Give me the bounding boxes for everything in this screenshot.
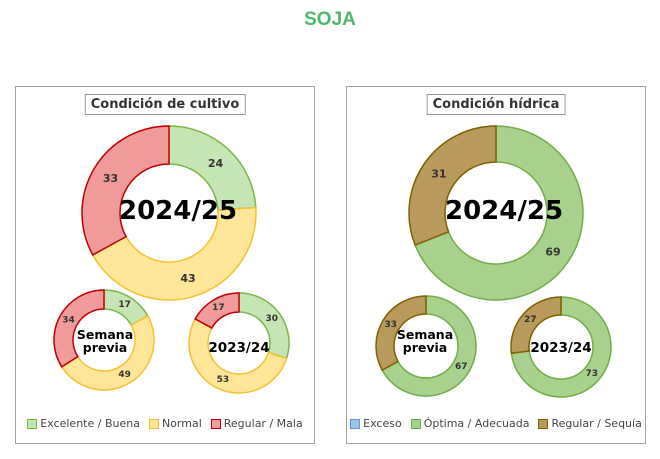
slice-value-label: 30 — [265, 314, 278, 324]
legend: Excelente / Buena Normal Regular / Mala — [16, 417, 314, 430]
legend: Exceso Óptima / Adecuada Regular / Sequí… — [347, 417, 645, 430]
donut-slice — [510, 296, 562, 355]
donut-slice — [194, 292, 240, 330]
ring-label-previous-week: Semana previa — [390, 328, 460, 354]
slice-value-label: 49 — [118, 370, 131, 380]
slice-value-label: 31 — [431, 168, 446, 181]
ring-label-line-1: Semana — [76, 327, 134, 342]
legend-item: Óptima / Adecuada — [410, 417, 530, 430]
legend-item: Regular / Sequía — [538, 417, 642, 430]
donut-slice — [381, 295, 477, 397]
donut-slice — [53, 289, 105, 368]
legend-item: Exceso — [350, 417, 402, 430]
ring-label-line-1: Semana — [396, 327, 454, 342]
ring-label-2023-24: 2023/24 — [208, 340, 270, 356]
legend-label: Regular / Mala — [223, 417, 303, 430]
slice-value-label: 69 — [545, 245, 560, 258]
slice-value-label: 17 — [118, 300, 131, 310]
donut-slice — [81, 125, 170, 256]
slice-value-label: 33 — [384, 320, 397, 330]
ring-label-2024-25: 2024/25 — [445, 196, 564, 226]
slice-value-label: 34 — [62, 315, 75, 325]
slice-value-label: 33 — [103, 172, 118, 185]
legend-label: Regular / Sequía — [551, 417, 642, 430]
legend-label: Normal — [161, 417, 202, 430]
slice-value-label: 17 — [212, 303, 225, 313]
legend-swatch — [148, 418, 159, 429]
ring-label-previous-week: Semana previa — [70, 328, 140, 354]
donut-slice — [91, 206, 257, 301]
legend-label: Exceso — [363, 417, 402, 430]
ring-label-2023-24: 2023/24 — [530, 340, 592, 356]
legend-label: Óptima / Adecuada — [423, 417, 530, 430]
legend-label: Excelente / Buena — [40, 417, 140, 430]
ring-label-line-2: previa — [82, 340, 128, 356]
donut-slice — [510, 296, 612, 398]
donut-slice — [414, 125, 584, 301]
legend-swatch — [350, 418, 361, 429]
ring-label-line-2: previa — [402, 340, 448, 356]
legend-item: Regular / Mala — [210, 417, 303, 430]
water-condition-panel: 69 31 67 33 73 27 Condición hídrica 2024/25 S… — [346, 86, 646, 444]
donut-slice — [408, 125, 497, 247]
donut-slice — [188, 317, 288, 394]
water-condition-donuts: 69 31 67 33 73 27 — [375, 125, 612, 398]
donut-slice — [60, 314, 155, 391]
legend-swatch — [410, 418, 421, 429]
legend-item: Excelente / Buena — [27, 417, 140, 430]
legend-swatch — [538, 418, 549, 429]
crop-condition-panel: 24 43 33 17 49 34 30 53 17 Condición de cultivo … — [15, 86, 315, 444]
legend-swatch — [210, 418, 221, 429]
slice-value-label: 27 — [524, 315, 537, 325]
slice-value-label: 43 — [180, 272, 195, 285]
ring-label-2024-25: 2024/25 — [119, 196, 238, 226]
page-title: SOJA — [304, 9, 356, 30]
slice-value-label: 67 — [455, 362, 468, 372]
crop-condition-donuts: 24 43 33 17 49 34 30 53 17 — [53, 125, 290, 394]
panel-title-crop-condition: Condición de cultivo — [84, 94, 246, 115]
legend-swatch — [27, 418, 38, 429]
slice-value-label: 53 — [217, 375, 230, 385]
panel-title-water-condition: Condición hídrica — [426, 94, 566, 115]
donut-slice — [375, 295, 427, 372]
slice-value-label: 73 — [585, 369, 598, 379]
slice-value-label: 24 — [208, 157, 224, 170]
legend-item: Normal — [148, 417, 202, 430]
